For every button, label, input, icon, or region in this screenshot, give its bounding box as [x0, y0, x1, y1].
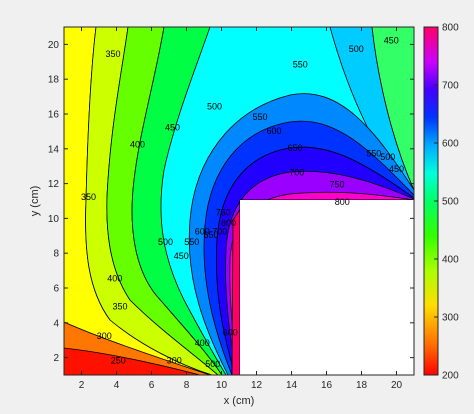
contour-label: 250 [111, 355, 126, 365]
contour-label: 500 [207, 101, 222, 111]
contour-label: 550 [366, 148, 381, 158]
contour-label: 650 [287, 143, 302, 153]
x-tick-label: 6 [149, 380, 155, 391]
blank-region [240, 200, 414, 375]
x-tick-label: 16 [321, 380, 333, 391]
contour-label: 500 [205, 359, 220, 369]
contour-label: 300 [97, 331, 112, 341]
contour-label: 800 [221, 218, 236, 228]
contour-label: 350 [81, 192, 96, 202]
contour-label: 400 [130, 140, 145, 150]
colorbar-tick-label: 500 [442, 197, 459, 208]
x-tick-label: 20 [391, 380, 403, 391]
contour-label: 800 [335, 197, 350, 207]
region-springgreen [131, 27, 227, 375]
plot-frame [63, 26, 415, 376]
contour-fills [64, 27, 414, 375]
contour-label: 600 [223, 328, 238, 338]
x-axis: 2 4 6 8 10 12 14 16 18 20 [79, 27, 403, 391]
contour-label: 700 [289, 168, 304, 178]
x-tick-label: 8 [184, 380, 190, 391]
colorbar-tick-label: 700 [442, 81, 459, 92]
contour-label: 500 [380, 152, 395, 162]
contour-label: 550 [293, 60, 308, 70]
contour-label: 700 [212, 227, 227, 237]
contour-label: 450 [384, 35, 399, 45]
contour-label: 600 [195, 227, 210, 237]
contour-label: 400 [107, 274, 122, 284]
contour-label: 750 [216, 208, 231, 218]
y-tick-label: 4 [53, 318, 59, 329]
contour-label: 500 [349, 44, 364, 54]
contour-label: 350 [105, 49, 120, 59]
x-tick-label: 12 [251, 380, 263, 391]
y-tick-label: 16 [48, 110, 60, 121]
x-tick-label: 2 [79, 380, 85, 391]
contour-label: 550 [184, 237, 199, 247]
colorbar-ticks: 200 300 400 500 600 700 800 [434, 23, 459, 382]
contour-label: 450 [165, 122, 180, 132]
contour-label: 450 [174, 251, 189, 261]
y-tick-label: 10 [48, 214, 60, 225]
y-axis: 2 4 6 8 10 12 14 16 18 20 [48, 40, 414, 364]
x-tick-label: 4 [114, 380, 120, 391]
y-tick-label: 14 [48, 144, 60, 155]
contour-label: 550 [252, 112, 267, 122]
colorbar-tick-label: 600 [442, 139, 459, 150]
x-tick-label: 18 [356, 380, 368, 391]
contour-label: 300 [167, 355, 182, 365]
colorbar-tick-label: 200 [442, 371, 459, 382]
contour-label: 600 [266, 126, 281, 136]
colorbar-tick-label: 400 [442, 255, 459, 266]
y-tick-label: 18 [48, 75, 60, 86]
contour-label: 750 [329, 180, 344, 190]
y-tick-label: 8 [53, 249, 59, 260]
contour-label: 400 [195, 338, 210, 348]
contour-labels: 3504004505005506006507007508005505004505… [81, 35, 404, 369]
y-axis-label: y (cm) [29, 186, 41, 217]
region-violet-lobe [225, 170, 414, 375]
colorbar-tick-label: 300 [442, 313, 459, 324]
y-tick-label: 20 [48, 40, 60, 51]
y-tick-label: 6 [53, 284, 59, 295]
x-tick-label: 14 [286, 380, 298, 391]
contour-label: 450 [389, 164, 404, 174]
y-tick-label: 2 [53, 353, 59, 364]
x-tick-label: 10 [216, 380, 228, 391]
contour-label: 500 [158, 237, 173, 247]
contour-label: 650 [203, 230, 218, 240]
x-axis-label: x (cm) [224, 395, 255, 407]
y-tick-label: 12 [48, 179, 60, 190]
contour-label: 350 [112, 302, 127, 312]
colorbar-tick-label: 800 [442, 23, 459, 34]
